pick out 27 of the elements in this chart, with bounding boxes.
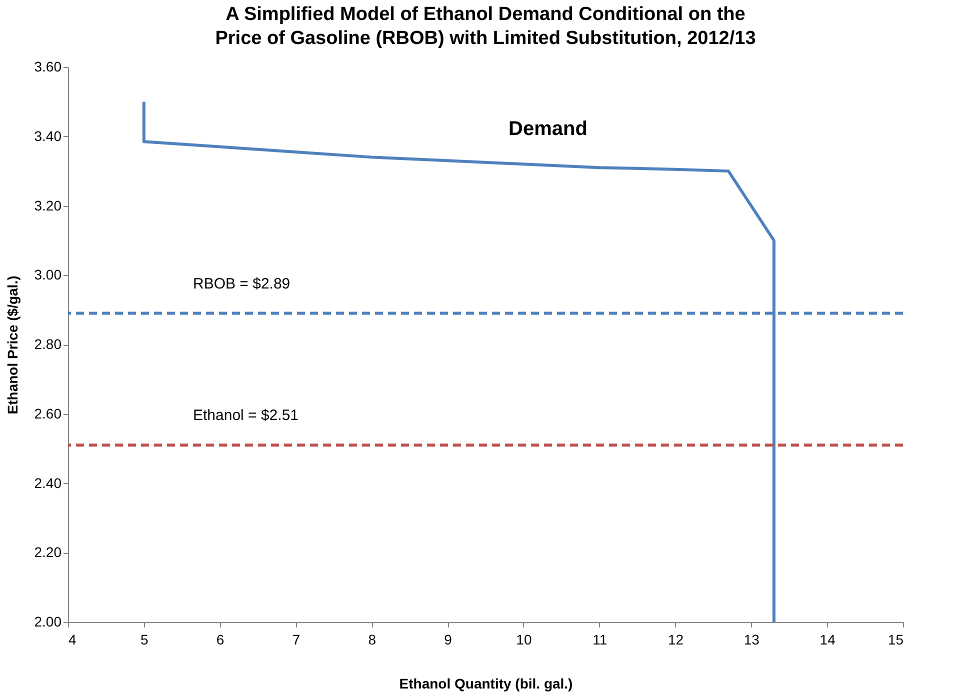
y-tick-label: 3.40	[34, 128, 62, 144]
y-tick-label: 2.20	[34, 544, 62, 560]
x-tick-label: 14	[820, 632, 836, 648]
y-tick-label: 2.60	[34, 405, 62, 422]
x-tick-label: 13	[744, 632, 760, 648]
x-tick-label: 15	[888, 632, 904, 648]
ref-line-label: RBOB = $2.89	[193, 275, 290, 292]
y-tick-label: 2.00	[34, 614, 62, 630]
x-tick-label: 9	[444, 632, 452, 648]
y-axis-title: Ethanol Price ($/gal.)	[4, 276, 20, 414]
x-tick-label: 8	[368, 632, 376, 648]
x-tick-label: 11	[592, 632, 608, 648]
x-tick-label: 7	[292, 632, 300, 648]
y-tick-label: 3.00	[34, 266, 62, 283]
x-axis-title: Ethanol Quantity (bil. gal.)	[399, 676, 573, 692]
x-tick-label: 12	[668, 632, 684, 648]
y-tick-label: 3.60	[34, 58, 62, 74]
x-tick-label: 6	[216, 632, 224, 648]
y-tick-label: 2.80	[34, 336, 62, 352]
x-tick-label: 4	[68, 632, 76, 648]
annotation: Demand	[508, 118, 588, 140]
x-tick-label: 10	[516, 632, 532, 648]
y-tick-label: 3.20	[34, 197, 62, 214]
ref-line-label: Ethanol = $2.51	[193, 407, 299, 424]
chart-title: A Simplified Model of Ethanol Demand Conditional on the Price of Gasoline (RBOB) with Limited Substitution, 2012/13	[215, 4, 756, 49]
y-tick-label: 2.40	[34, 474, 62, 491]
x-tick-label: 5	[140, 632, 149, 648]
